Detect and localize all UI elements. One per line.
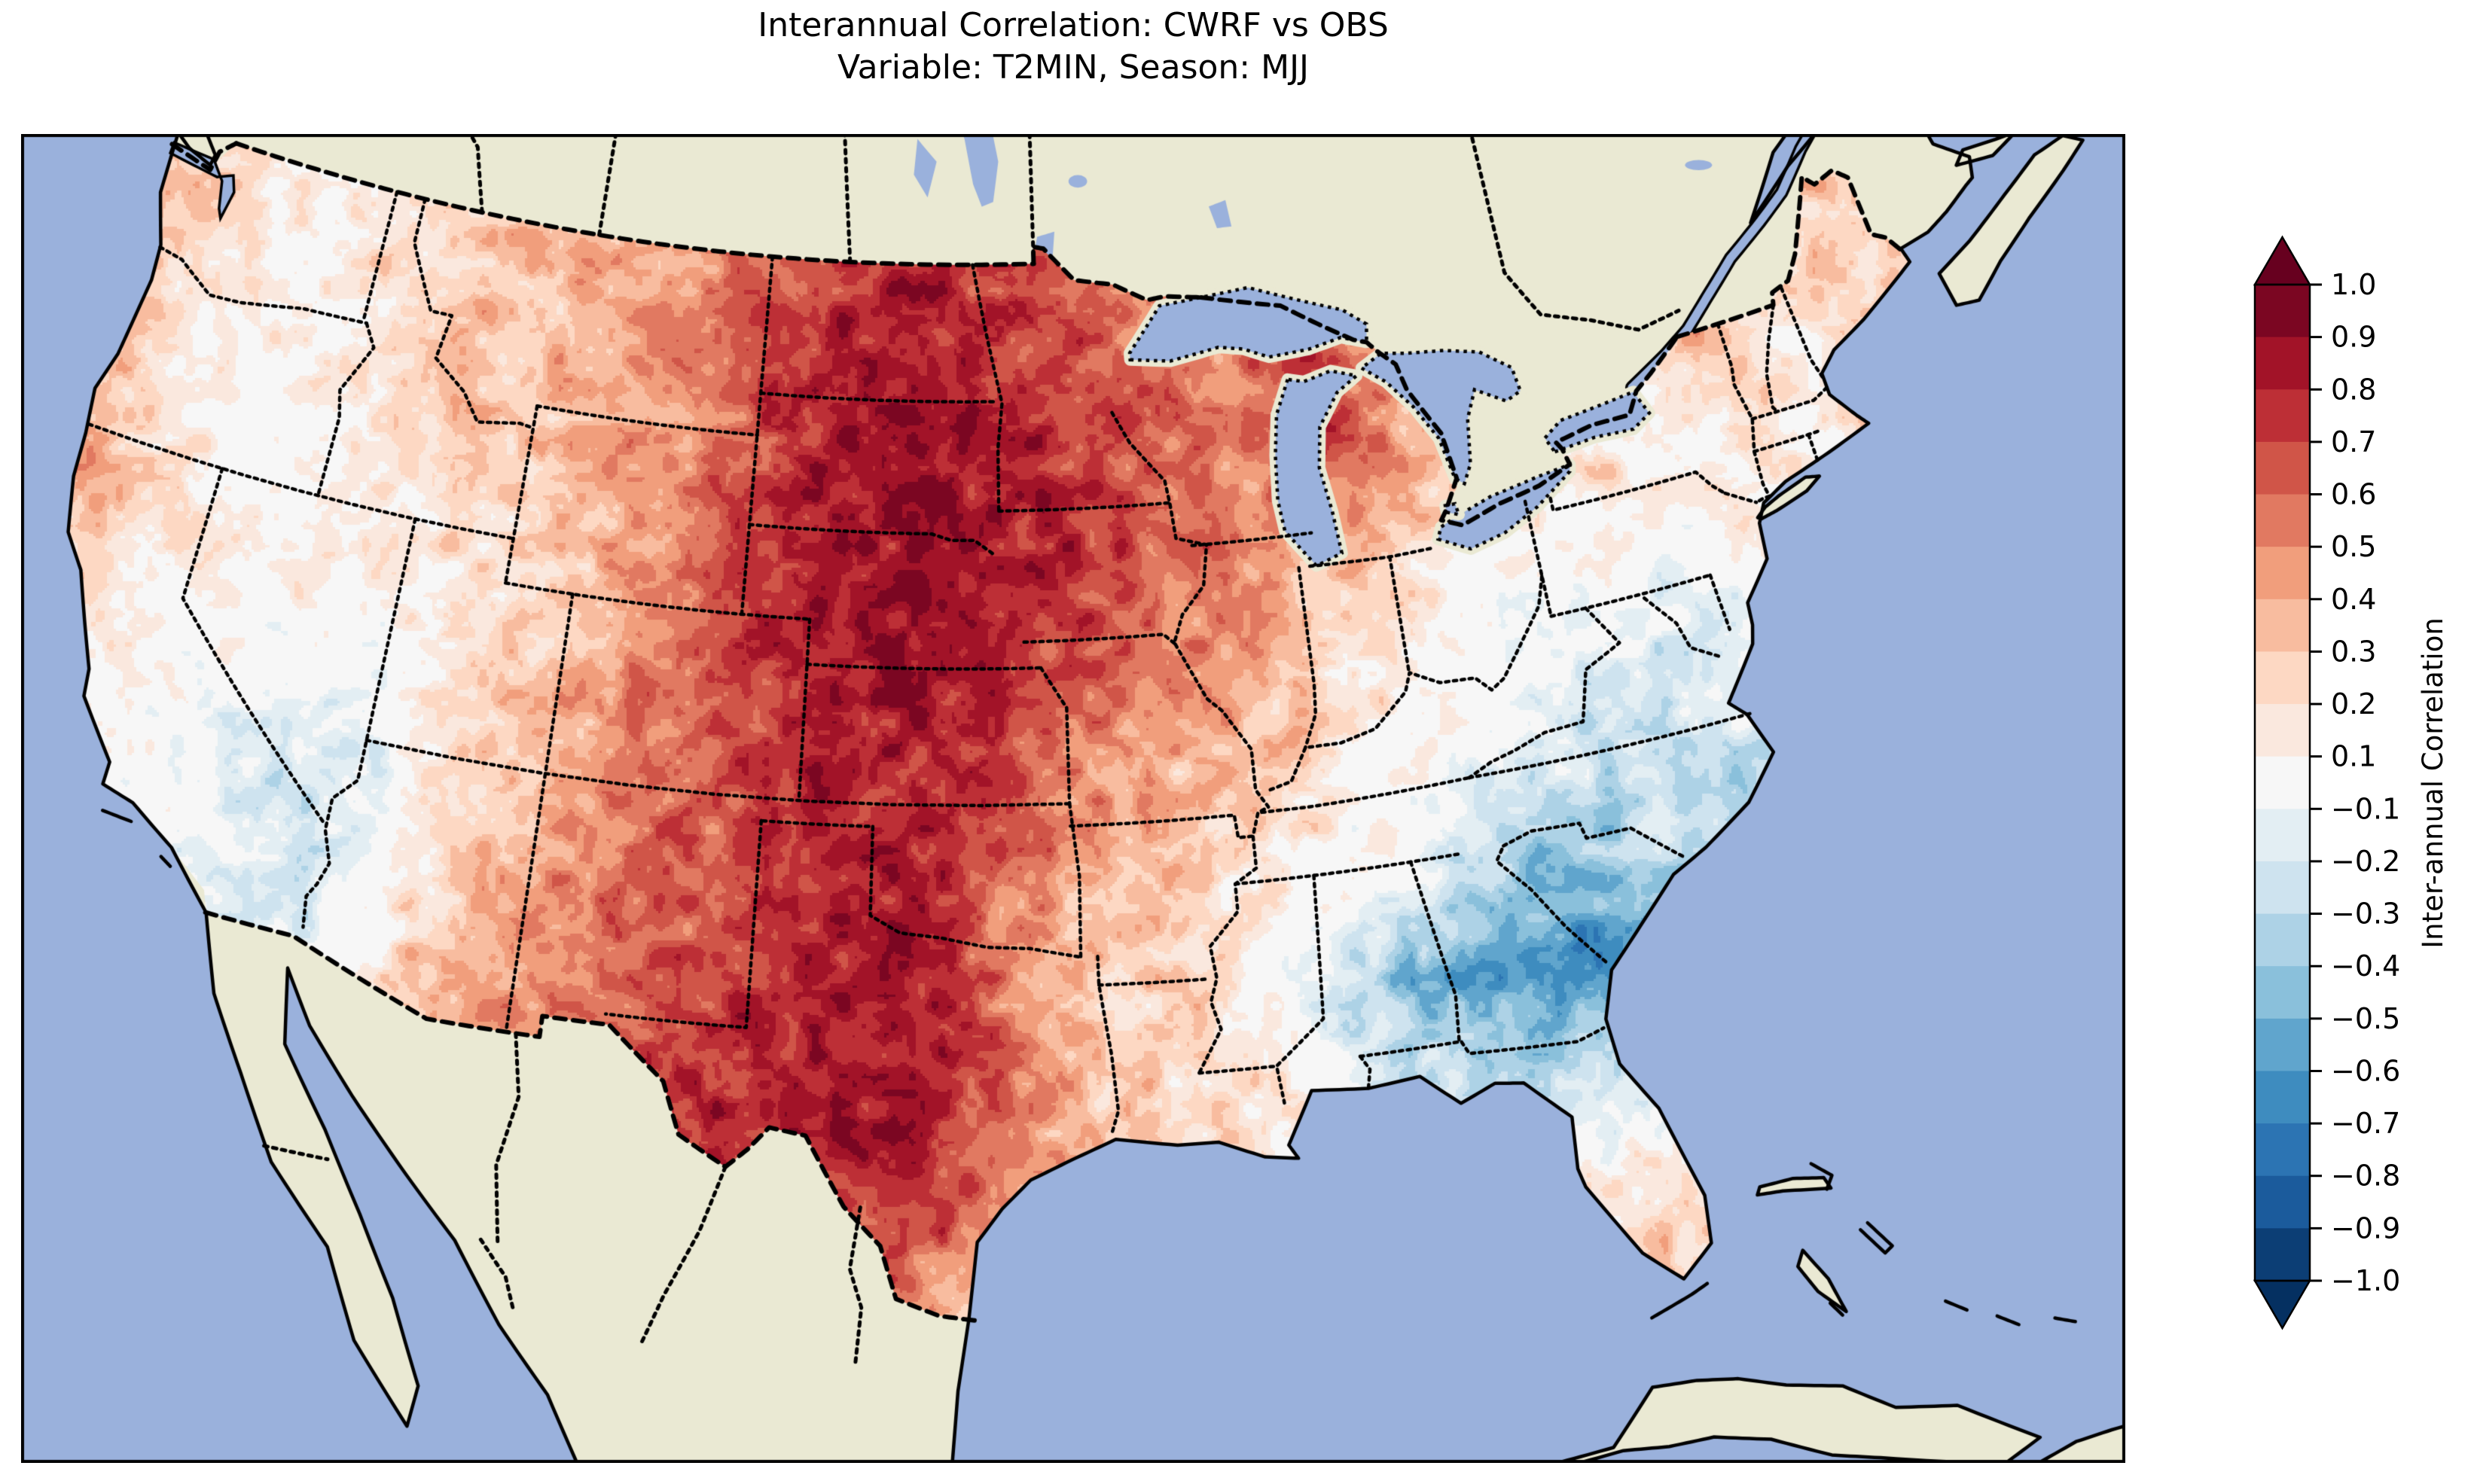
colorbar-segment bbox=[2255, 599, 2310, 653]
colorbar-tick-label: −0.3 bbox=[2331, 897, 2400, 931]
colorbar-axis-label: Inter-annual Correlation bbox=[2417, 617, 2449, 949]
colorbar-tick-label: −0.2 bbox=[2331, 845, 2400, 878]
title-line2: Variable: T2MIN, Season: MJJ bbox=[837, 48, 1310, 87]
colorbar-tick-label: 0.7 bbox=[2331, 425, 2376, 459]
colorbar-segment bbox=[2255, 966, 2310, 1019]
chart-title: Interannual Correlation: CWRF vs OBS Var… bbox=[0, 5, 2146, 90]
colorbar-segment bbox=[2255, 651, 2310, 705]
colorbar-tick-label: 0.2 bbox=[2331, 687, 2376, 721]
colorbar-segment bbox=[2255, 494, 2310, 547]
colorbar-tick-label: 0.1 bbox=[2331, 740, 2376, 773]
colorbar-segment bbox=[2255, 1175, 2310, 1229]
colorbar-tick-label: −0.4 bbox=[2331, 949, 2400, 983]
colorbar-tick-label: −0.7 bbox=[2331, 1107, 2400, 1140]
colorbar-segments bbox=[2253, 235, 2312, 1330]
colorbar-outline bbox=[2253, 283, 2311, 1282]
colorbar-segment bbox=[2255, 704, 2310, 757]
colorbar-segment bbox=[2255, 913, 2310, 967]
colorbar-tick-label: 0.3 bbox=[2331, 635, 2376, 668]
colorbar-segment bbox=[2255, 441, 2310, 495]
colorbar-down-arrow bbox=[2253, 1279, 2312, 1330]
colorbar-tick-label: −0.6 bbox=[2331, 1054, 2400, 1087]
colorbar-tick-label: −1.0 bbox=[2331, 1264, 2400, 1297]
colorbar-ticks: 1.0 0.9 0.8 0.7 0.6 0.5 0.4 0.3 0.2 0.1 −0.1 −0.2 −0… bbox=[2310, 268, 2400, 1297]
correlation-map bbox=[21, 134, 2125, 1463]
colorbar-segment bbox=[2255, 1123, 2310, 1177]
colorbar-segment bbox=[2255, 547, 2310, 600]
colorbar-segment bbox=[2255, 1071, 2310, 1124]
colorbar-segment bbox=[2255, 285, 2310, 338]
colorbar: 1.0 0.9 0.8 0.7 0.6 0.5 0.4 0.3 0.2 0.1 −0.1 −0.2 −0… bbox=[2253, 235, 2449, 1330]
colorbar-up-arrow bbox=[2253, 235, 2312, 286]
title-line1: Interannual Correlation: CWRF vs OBS bbox=[758, 6, 1389, 44]
colorbar-tick-label: 0.5 bbox=[2331, 530, 2376, 563]
colorbar-tick-label: 0.6 bbox=[2331, 478, 2376, 511]
colorbar-segment bbox=[2255, 389, 2310, 443]
colorbar-segment bbox=[2255, 756, 2310, 809]
colorbar-segment bbox=[2255, 809, 2310, 862]
colorbar-tick-label: 0.8 bbox=[2331, 373, 2376, 406]
colorbar-tick-label: 0.9 bbox=[2331, 321, 2376, 354]
colorbar-tick-label: −0.5 bbox=[2331, 1002, 2400, 1035]
colorbar-segment bbox=[2255, 337, 2310, 390]
colorbar-tick-label: 1.0 bbox=[2331, 268, 2376, 301]
colorbar-tick-label: 0.4 bbox=[2331, 583, 2376, 616]
colorbar-segment bbox=[2255, 1228, 2310, 1281]
colorbar-tick-label: −0.9 bbox=[2331, 1211, 2400, 1245]
colorbar-segment bbox=[2255, 1018, 2310, 1072]
colorbar-tick-label: −0.8 bbox=[2331, 1159, 2400, 1193]
colorbar-segment bbox=[2255, 861, 2310, 915]
colorbar-tick-label: −0.1 bbox=[2331, 792, 2400, 825]
